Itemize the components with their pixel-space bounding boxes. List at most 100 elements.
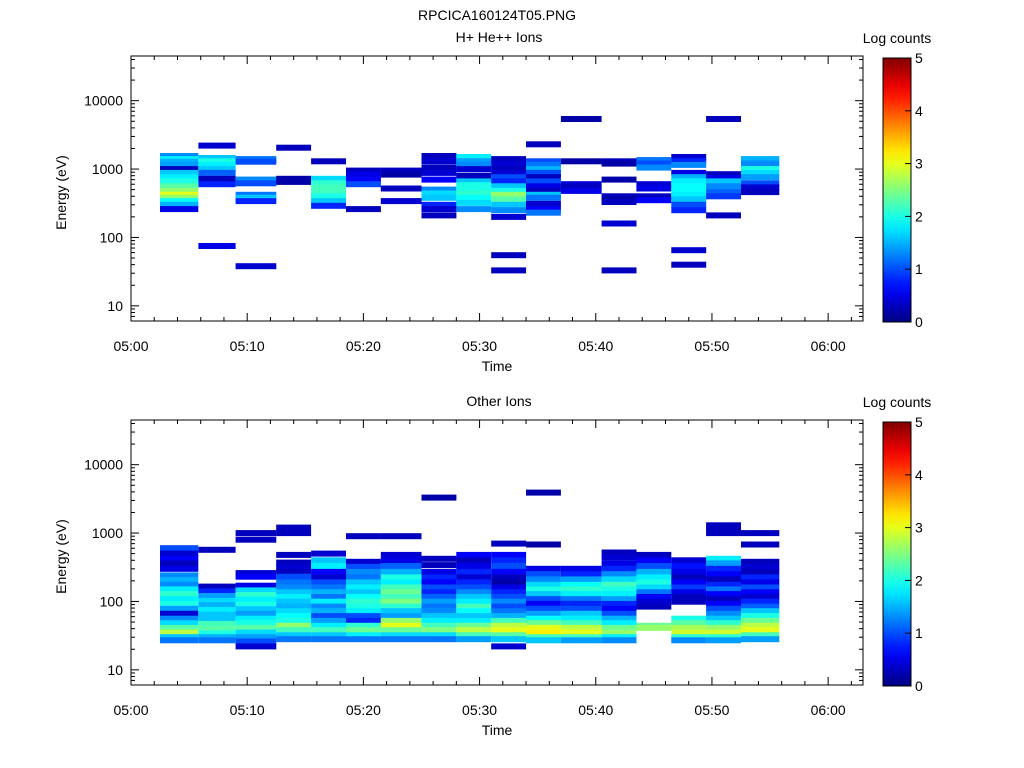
heatmap-cell (311, 193, 346, 200)
heatmap-cell (235, 570, 277, 577)
heatmap-cell (160, 198, 199, 205)
heatmap-cell (671, 620, 707, 627)
heatmap-cell (160, 555, 199, 562)
heatmap-cell (560, 158, 602, 165)
heatmap-cell (671, 154, 707, 160)
heatmap-cell (456, 632, 492, 639)
heatmap-cell (456, 199, 492, 206)
heatmap-cell (160, 174, 199, 181)
heatmap-cell (198, 597, 236, 604)
heatmap-cell (380, 598, 422, 605)
heatmap-cell (636, 563, 672, 569)
heatmap-cell (671, 187, 707, 194)
heatmap-cell (671, 624, 707, 631)
heatmap-cell (235, 624, 277, 631)
heatmap-cell (671, 629, 707, 636)
heatmap-cell (636, 185, 672, 192)
heatmap-cell (491, 563, 527, 569)
heatmap-cell (706, 212, 741, 219)
heatmap-cell (160, 178, 199, 185)
heatmap-cell (491, 156, 527, 163)
heatmap-cell (526, 200, 561, 207)
heatmap-cell (741, 184, 780, 191)
heatmap-cell (235, 596, 277, 603)
heatmap-cell (276, 613, 312, 620)
y-tick-label: 10000 (84, 93, 123, 109)
heatmap-cell (160, 615, 199, 622)
heatmap-cell (491, 632, 527, 639)
heatmap-cell (311, 613, 346, 620)
heatmap-cell (276, 573, 312, 580)
heatmap-cell (421, 617, 457, 624)
colorbar-tick-label: 3 (915, 156, 923, 172)
heatmap-cell (311, 568, 346, 575)
y-tick-label: 1000 (92, 161, 123, 177)
x-tick-label: 06:00 (811, 702, 846, 718)
x-tick-label: 05:50 (694, 702, 729, 718)
heatmap-cell (706, 555, 741, 562)
heatmap-cell (526, 174, 561, 181)
heatmap-cell (235, 587, 277, 594)
heatmap-cell (276, 144, 312, 151)
heatmap-cell (741, 568, 780, 575)
heatmap-cell (601, 549, 637, 556)
heatmap-cell (198, 630, 236, 637)
heatmap-cell (346, 632, 381, 639)
heatmap-cell (346, 636, 381, 643)
heatmap-cell (526, 166, 561, 173)
y-tick-label: 100 (100, 593, 124, 609)
heatmap-cell (311, 202, 346, 209)
heatmap-cell (456, 608, 492, 615)
heatmap-cell (421, 636, 457, 643)
heatmap-cell (671, 178, 707, 185)
heatmap-cell (235, 158, 277, 165)
heatmap-cell (276, 632, 312, 639)
heatmap-cell (235, 180, 277, 187)
heatmap-cell (421, 627, 457, 634)
heatmap-cell (346, 176, 381, 183)
heatmap-cells (160, 116, 780, 274)
heatmap-cell (671, 637, 707, 644)
heatmap-cell (421, 574, 457, 581)
colorbar: 0 1 2 3 4 5 Log counts (863, 30, 932, 330)
colorbar-tick-label: 2 (915, 208, 923, 224)
heatmap-cell (380, 608, 422, 615)
heatmap-cell (671, 574, 707, 581)
heatmap-cell (456, 594, 492, 600)
heatmap-cell (741, 160, 780, 167)
heatmap-cell (276, 551, 312, 558)
heatmap-cell (706, 565, 741, 572)
heatmap-cell (671, 598, 707, 605)
heatmap-cell (198, 243, 236, 249)
heatmap-cell (380, 557, 422, 564)
colorbar-tick-label: 1 (915, 625, 923, 641)
heatmap-cell (601, 199, 637, 205)
heatmap-cell (276, 627, 312, 634)
heatmap-cell (456, 574, 492, 581)
heatmap-cell (421, 153, 457, 159)
heatmap-cell (235, 620, 277, 627)
heatmap-cell (526, 565, 561, 572)
heatmap-cell (706, 624, 741, 631)
heatmap-cell (671, 261, 707, 268)
heatmap-cell (636, 603, 672, 610)
heatmap-cell (560, 637, 602, 644)
heatmap-cell (380, 632, 422, 639)
heatmap-cell (706, 634, 741, 641)
heatmap-cell (276, 617, 312, 624)
heatmap-cell (276, 608, 312, 615)
heatmap-cell (421, 632, 457, 639)
heatmap-cell (601, 634, 637, 641)
panel-title: H+ He++ Ions (456, 29, 543, 45)
heatmap-cell (526, 209, 561, 216)
heatmap-cell (456, 178, 492, 185)
heatmap-cell (276, 603, 312, 610)
heatmap-cell (706, 525, 741, 532)
heatmap-cell (560, 581, 602, 588)
heatmap-cell (741, 594, 780, 600)
heatmap-cell (491, 169, 527, 176)
heatmap-cell (421, 186, 457, 193)
heatmap-cell (421, 579, 457, 586)
heatmap-cell (160, 201, 199, 208)
heatmap-cell (198, 588, 236, 595)
